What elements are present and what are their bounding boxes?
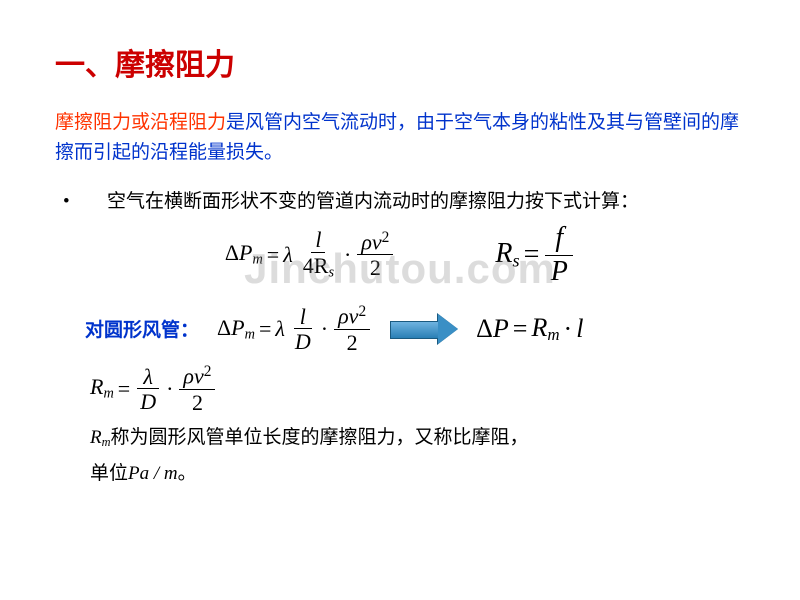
- equation-row-2: 对圆形风管： ΔPm = λ l D · ρv2 2 ΔP = Rm ·: [85, 304, 745, 354]
- frac-rhov2-2b: ρv2 2: [334, 304, 370, 354]
- dp-lhs: ΔP: [476, 314, 509, 344]
- eq-lhs: ΔPm: [225, 240, 263, 269]
- eq-deltaP-Rml: ΔP = Rm · l: [476, 313, 583, 345]
- frac-lambda-D: λ D: [136, 365, 160, 413]
- footnote: Rm称为圆形风管单位长度的摩擦阻力，又称比摩阻， 单位Pa / m。: [90, 420, 745, 492]
- equals: =: [524, 239, 540, 271]
- arrow-right-icon: [390, 314, 458, 344]
- rm: Rm: [531, 313, 559, 345]
- equation-row-1: ΔPm = λ l 4Rs · ρv2 2 Rs = f P: [55, 223, 745, 286]
- section-title: 一、摩擦阻力: [55, 40, 745, 84]
- intro-red-text: 摩擦阻力或沿程阻力: [55, 112, 226, 133]
- eq-lhs: ΔPm: [217, 315, 255, 344]
- equals: =: [267, 242, 279, 268]
- dot-op: ·: [344, 242, 351, 268]
- eq-deltaPm-D: ΔPm = λ l D · ρv2 2: [217, 304, 372, 354]
- frac-l-D: l D: [291, 305, 315, 353]
- rm-lhs: Rm: [90, 374, 114, 403]
- frac-l-4Rs: l 4Rs: [299, 228, 338, 281]
- equals: =: [118, 376, 130, 402]
- bullet-text: 空气在横断面形状不变的管道内流动时的摩擦阻力按下式计算：: [107, 191, 639, 212]
- equals: =: [259, 316, 271, 342]
- eq-Rm: Rm = λ D · ρv2 2: [90, 364, 217, 414]
- frac-rhov2-2: ρv2 2: [357, 230, 393, 280]
- equation-row-3: Rm = λ D · ρv2 2: [90, 364, 745, 414]
- eq-deltaPm-full: ΔPm = λ l 4Rs · ρv2 2: [225, 228, 396, 281]
- circular-label: 对圆形风管：: [85, 315, 199, 342]
- equals: =: [513, 314, 528, 344]
- lambda: λ: [283, 242, 293, 268]
- frac-f-P: f P: [545, 223, 573, 286]
- dot-op: ·: [321, 316, 328, 342]
- rs-lhs: Rs: [495, 238, 519, 272]
- slide: 一、摩擦阻力 摩擦阻力或沿程阻力是风管内空气流动时，由于空气本身的粘性及其与管壁…: [0, 0, 800, 522]
- eq-Rs: Rs = f P: [495, 223, 575, 286]
- bullet-dot: •: [85, 187, 107, 217]
- frac-rhov2-2c: ρv2 2: [179, 364, 215, 414]
- dot-op: ·: [166, 376, 173, 402]
- intro-paragraph: 摩擦阻力或沿程阻力是风管内空气流动时，由于空气本身的粘性及其与管壁间的摩擦而引起…: [55, 108, 745, 169]
- bullet-item: •空气在横断面形状不变的管道内流动时的摩擦阻力按下式计算：: [85, 187, 745, 217]
- dot-op: ·: [564, 314, 573, 344]
